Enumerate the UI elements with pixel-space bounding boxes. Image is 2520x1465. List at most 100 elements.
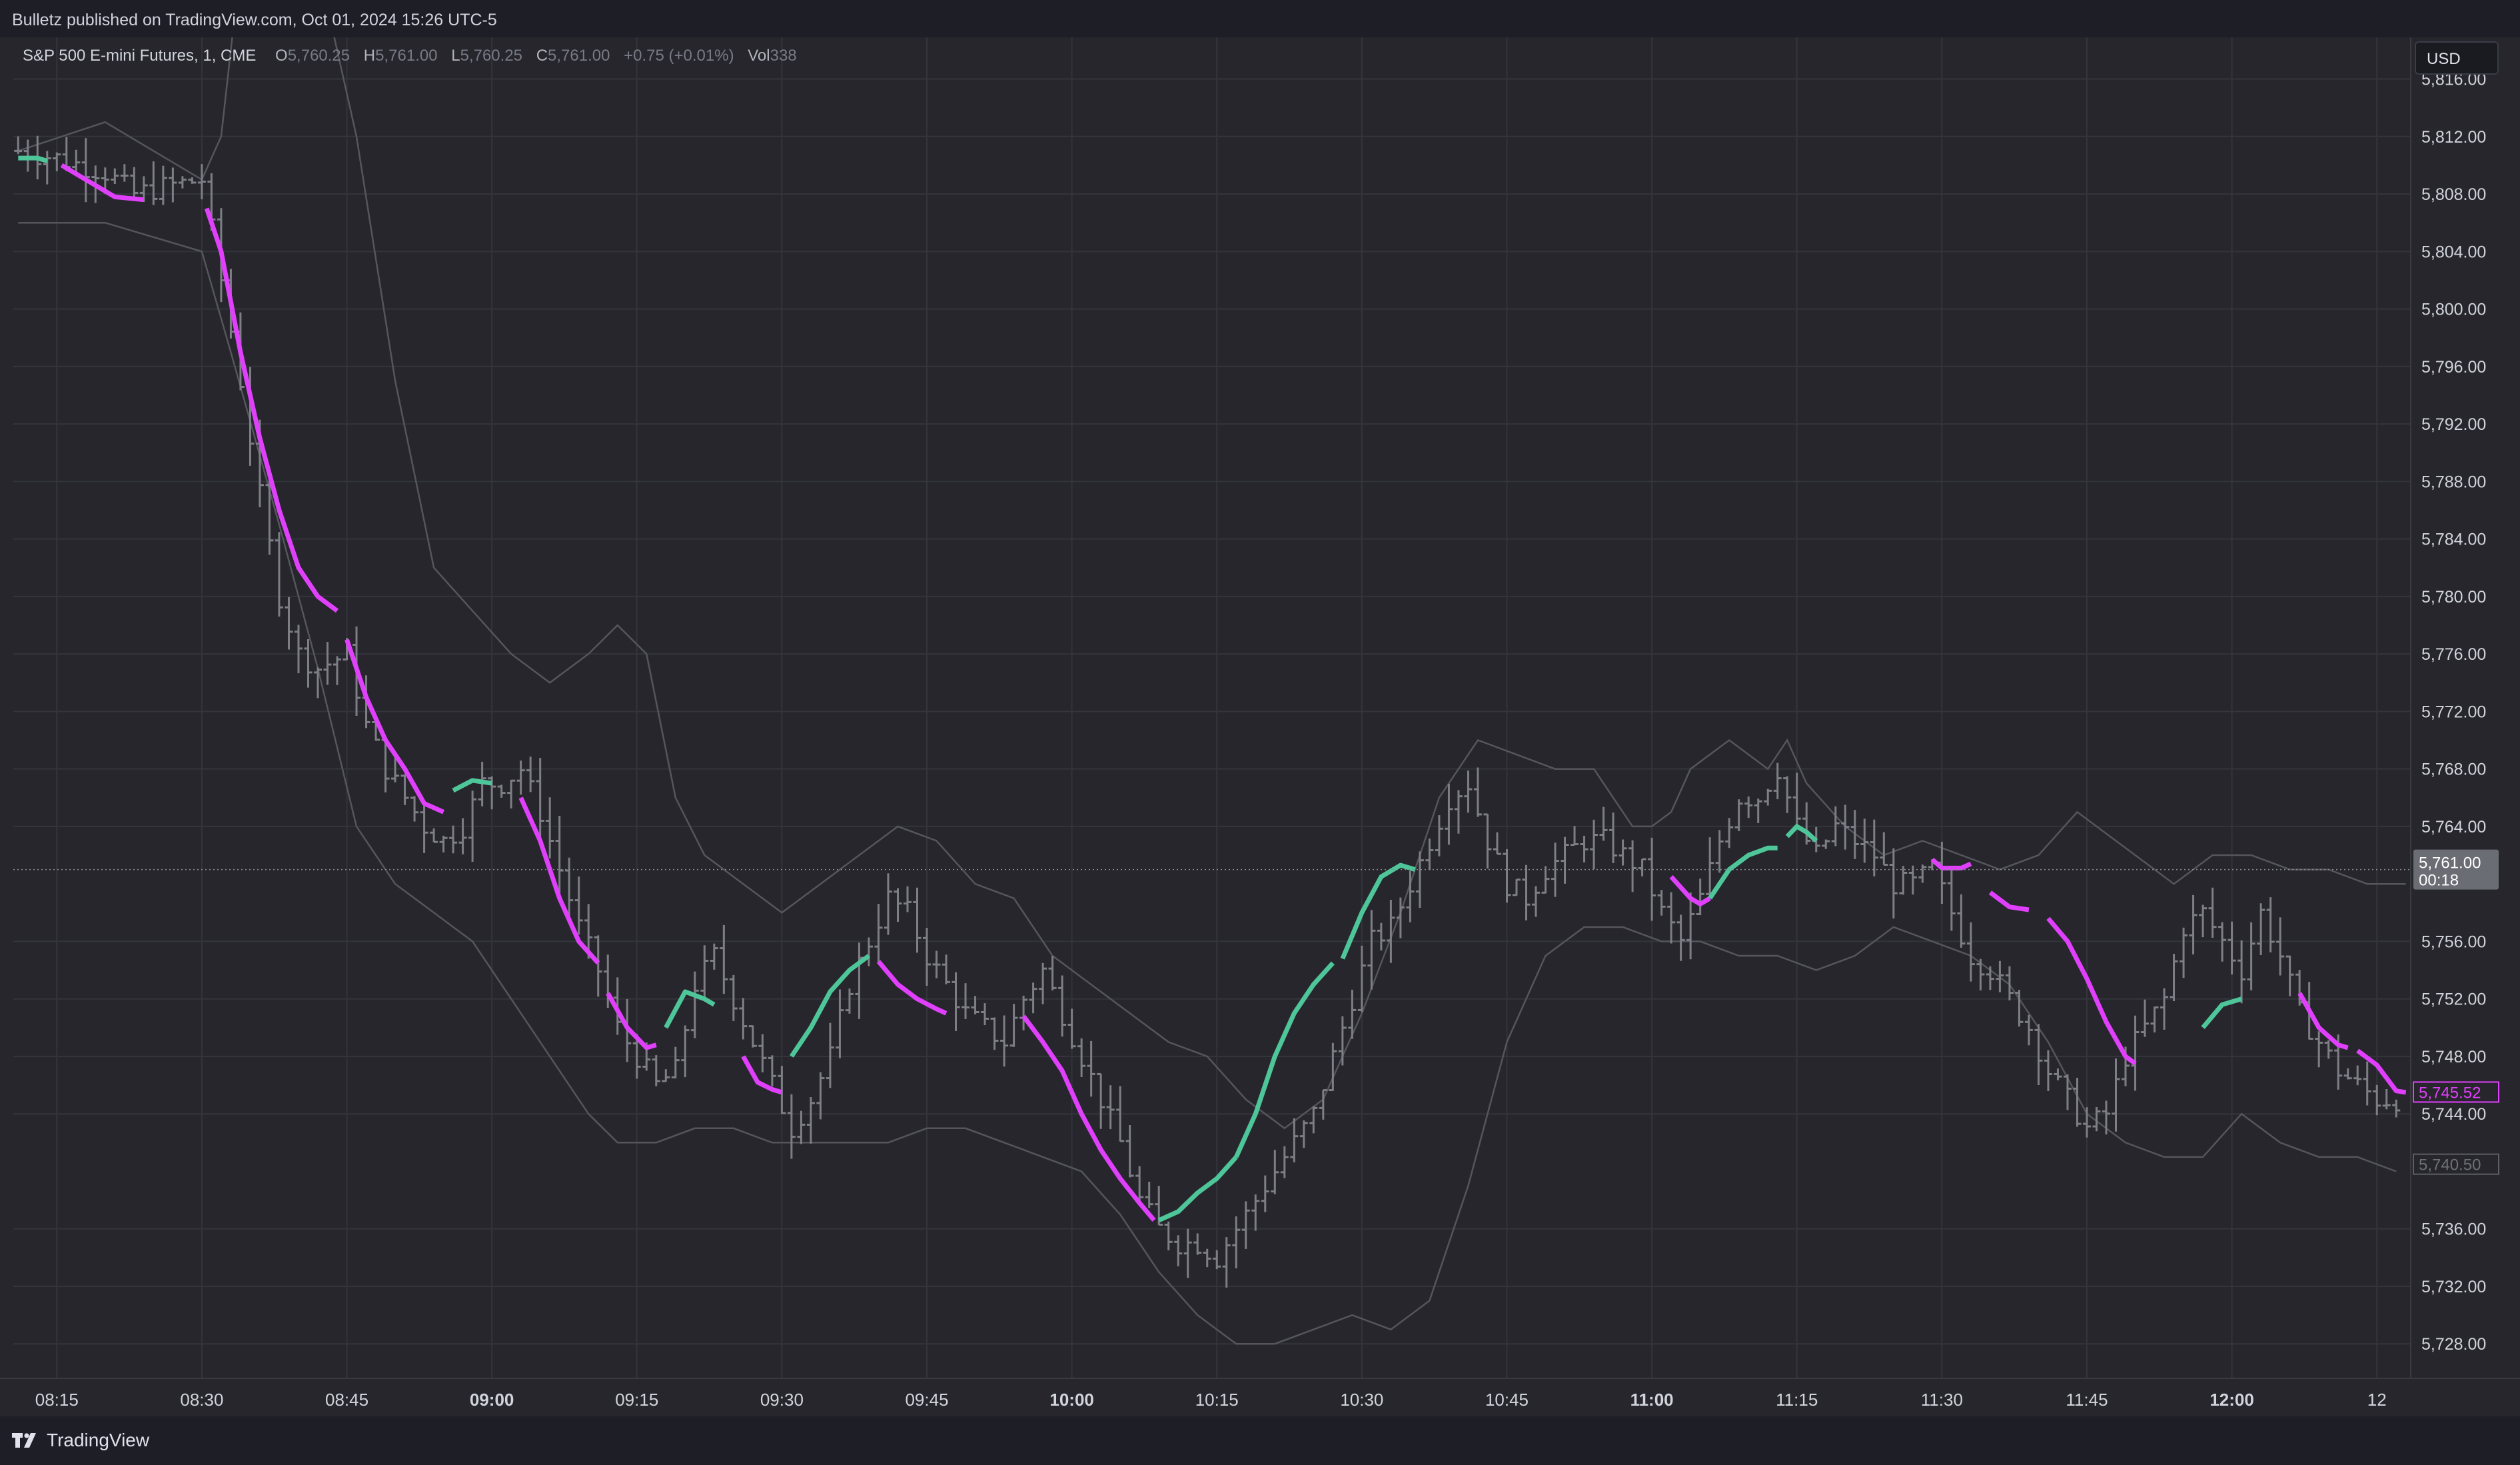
publish-line: Bulletz published on TradingView.com, Oc… <box>12 11 497 29</box>
lower-band-value-text: 5,740.50 <box>2419 1156 2481 1174</box>
y-tick-label: 5,772.00 <box>2421 703 2486 721</box>
symbol-legend[interactable]: S&P 500 E-mini Futures, 1, CME O5,760.25… <box>23 44 797 68</box>
low-value: 5,760.25 <box>460 47 523 65</box>
ma-segment-up <box>2201 996 2243 1030</box>
ma-segment-down <box>741 1055 783 1095</box>
y-tick-label: 5,728.00 <box>2421 1335 2486 1354</box>
y-tick-label: 5,732.00 <box>2421 1278 2486 1296</box>
high-value: 5,761.00 <box>375 47 438 65</box>
tradingview-brand: TradingView <box>47 1430 150 1450</box>
lower-band-value-box <box>2413 1153 2499 1175</box>
ma-segment-down <box>876 960 947 1016</box>
volume-value: 338 <box>770 47 797 65</box>
ma-segment-down <box>606 992 657 1050</box>
x-tick-label: 09:15 <box>615 1390 658 1410</box>
ma-segment-up <box>452 778 492 793</box>
x-tick-label: 11:00 <box>1630 1390 1674 1410</box>
x-tick-label: 08:45 <box>325 1390 368 1410</box>
x-tick-label: 09:30 <box>760 1390 804 1410</box>
y-tick-label: 5,776.00 <box>2421 645 2486 664</box>
price-chart[interactable]: 5,816.005,812.005,808.005,804.005,800.00… <box>0 37 2520 1416</box>
ma-segment-up <box>1340 862 1416 960</box>
lower-band-line <box>18 221 2397 1345</box>
ma-segment-down <box>1988 890 2030 912</box>
ma-segment-up <box>18 155 48 163</box>
y-tick-label: 5,748.00 <box>2421 1048 2486 1066</box>
bollinger-bands-layer <box>17 37 2406 1345</box>
last-price-countdown: 00:18 <box>2419 872 2459 890</box>
x-tick-label: 10:45 <box>1485 1390 1529 1410</box>
ma-segment-down <box>1930 857 1972 870</box>
ma-value-box <box>2413 1081 2499 1103</box>
upper-band-line <box>17 37 2406 1130</box>
ma-segment-down <box>1021 1014 1156 1222</box>
close-label: C <box>536 47 548 65</box>
y-tick-label: 5,792.00 <box>2421 415 2486 434</box>
last-price-value: 5,761.00 <box>2419 854 2481 872</box>
y-tick-label: 5,768.00 <box>2421 760 2486 779</box>
axes-layer: 5,816.005,812.005,808.005,804.005,800.00… <box>0 37 2520 1416</box>
ma-segment-down <box>60 163 145 203</box>
x-tick-label: 08:30 <box>180 1390 223 1410</box>
x-tick-label: 09:00 <box>470 1390 514 1410</box>
ma-segment-up <box>1708 845 1778 900</box>
ma-segment-up <box>789 954 871 1058</box>
x-tick-label: 11:30 <box>1921 1390 1963 1410</box>
x-tick-label: 12 <box>2367 1390 2387 1410</box>
x-tick-label: 08:15 <box>35 1390 79 1410</box>
ma-segment-up <box>1785 824 1818 843</box>
y-tick-label: 5,744.00 <box>2421 1105 2486 1124</box>
currency-button[interactable]: USD <box>2415 41 2499 75</box>
tradingview-logo-icon <box>12 1433 36 1448</box>
ma-segment-up <box>1234 961 1335 1158</box>
price-bars-layer <box>14 135 2401 1288</box>
ma-segment-up <box>1157 1155 1238 1222</box>
y-tick-label: 5,812.00 <box>2421 128 2486 147</box>
close-value: 5,761.00 <box>548 47 610 65</box>
grid-layer <box>13 37 2411 1378</box>
ma-segment-down <box>2356 1048 2407 1095</box>
x-tick-label: 09:45 <box>905 1390 948 1410</box>
open-value: 5,760.25 <box>287 47 350 65</box>
open-label: O <box>275 47 288 65</box>
ma-segment-down <box>344 639 445 814</box>
time-axis <box>0 1378 2520 1416</box>
lower-band-value-label: 5,740.50 <box>2413 1153 2499 1175</box>
y-tick-label: 5,788.00 <box>2421 473 2486 491</box>
x-tick-label: 10:15 <box>1195 1390 1239 1410</box>
ma-value-label: 5,745.52 <box>2413 1081 2499 1103</box>
tradingview-logo[interactable]: TradingView <box>12 1427 149 1454</box>
ma-segment-down <box>2046 916 2137 1066</box>
x-tick-label: 11:15 <box>1776 1390 1818 1410</box>
ma-segment-down <box>1669 875 1712 906</box>
x-tick-label: 10:00 <box>1049 1390 1094 1410</box>
last-price-box <box>2413 849 2499 890</box>
y-tick-label: 5,784.00 <box>2421 531 2486 549</box>
y-tick-label: 5,780.00 <box>2421 588 2486 607</box>
footer: TradingView <box>0 1416 2520 1465</box>
ma-segment-up <box>664 989 716 1029</box>
change-value: +0.75 (+0.01%) <box>624 47 734 65</box>
symbol-name[interactable]: S&P 500 E-mini Futures, 1, CME <box>23 47 257 65</box>
x-tick-label: 11:45 <box>2066 1390 2108 1410</box>
y-tick-label: 5,756.00 <box>2421 932 2486 951</box>
y-tick-label: 5,808.00 <box>2421 185 2486 204</box>
y-tick-label: 5,764.00 <box>2421 818 2486 836</box>
publish-header: Bulletz published on TradingView.com, Oc… <box>0 0 2520 37</box>
y-tick-label: 5,800.00 <box>2421 301 2486 319</box>
x-tick-label: 12:00 <box>2209 1390 2254 1410</box>
volume-label: Vol <box>748 47 770 65</box>
y-tick-label: 5,736.00 <box>2421 1220 2486 1239</box>
high-label: H <box>363 47 376 65</box>
ma-segment-down <box>204 207 339 613</box>
ma-value-text: 5,745.52 <box>2419 1084 2481 1102</box>
y-tick-label: 5,752.00 <box>2421 990 2486 1009</box>
y-tick-label: 5,796.00 <box>2421 358 2486 377</box>
chart-area[interactable]: 5,816.00 5,812.00 5,808.00 5,804.00 5,800.00… <box>0 37 2520 1416</box>
y-tick-label: 5,804.00 <box>2421 243 2486 261</box>
ma-segment-down <box>518 796 600 965</box>
ma-segment-down <box>2297 992 2349 1050</box>
low-label: L <box>451 47 460 65</box>
x-tick-label: 10:30 <box>1340 1390 1383 1410</box>
